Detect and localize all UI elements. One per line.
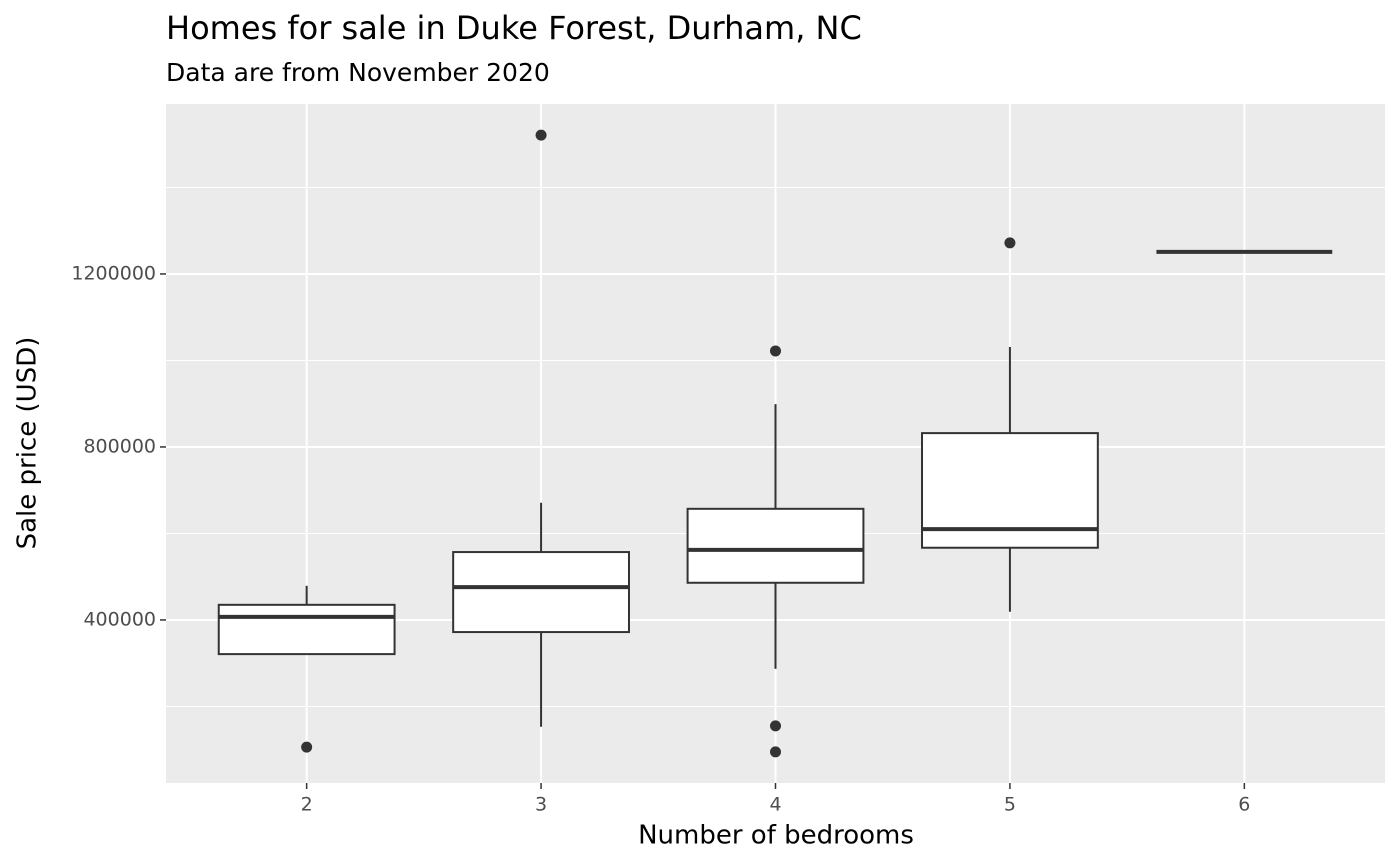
box xyxy=(452,551,630,634)
chart-subtitle: Data are from November 2020 xyxy=(166,58,550,87)
x-tick-label: 4 xyxy=(769,794,781,816)
y-tick-label: 800000 xyxy=(83,435,156,457)
x-tick-label: 5 xyxy=(1004,794,1016,816)
box xyxy=(686,507,865,584)
x-tick-label: 6 xyxy=(1238,794,1250,816)
outlier xyxy=(770,746,781,758)
outlier xyxy=(1004,237,1016,249)
x-axis-label: Number of bedrooms xyxy=(638,821,914,851)
y-tick-label: 400000 xyxy=(83,608,156,630)
outlier xyxy=(535,129,547,141)
chart-title: Homes for sale in Duke Forest, Durham, N… xyxy=(166,9,862,47)
outlier xyxy=(770,345,781,357)
outlier xyxy=(770,720,781,732)
x-tick-label: 3 xyxy=(535,794,547,816)
outlier xyxy=(301,741,313,753)
y-axis-label: Sale price (USD) xyxy=(13,337,43,550)
box xyxy=(217,603,396,656)
y-tick-label: 1200000 xyxy=(71,262,156,284)
x-tick-label: 2 xyxy=(301,794,313,816)
